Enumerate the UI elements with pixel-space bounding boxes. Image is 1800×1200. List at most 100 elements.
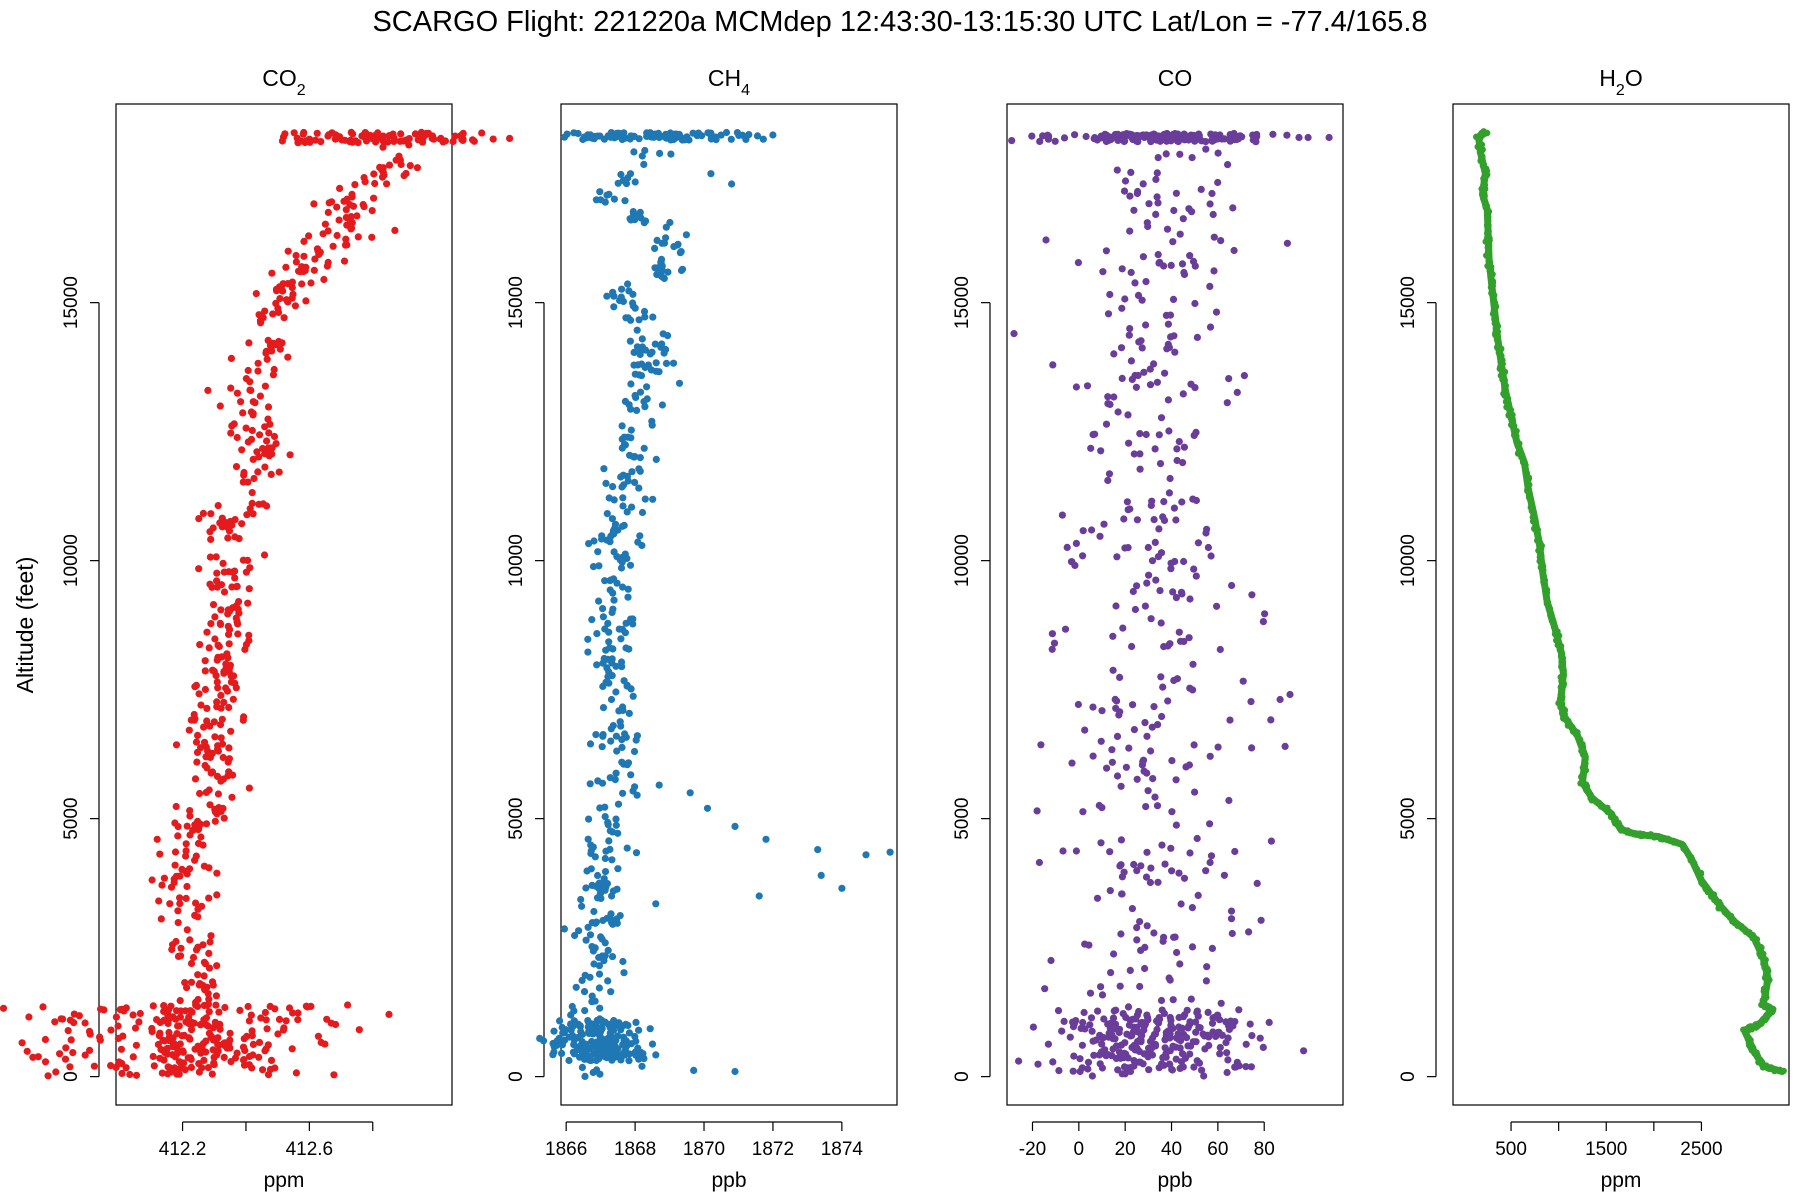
data-point	[243, 511, 251, 519]
data-point	[607, 133, 615, 141]
data-point	[604, 946, 612, 955]
data-point	[619, 789, 627, 797]
data-point	[230, 420, 238, 428]
data-point	[1214, 178, 1222, 187]
data-point	[753, 132, 762, 140]
data-point	[618, 663, 626, 671]
data-point	[1150, 929, 1158, 937]
data-point	[629, 302, 637, 310]
data-point	[596, 1034, 604, 1042]
data-point	[212, 992, 220, 1000]
y-tick-label: 10000	[61, 534, 82, 587]
data-point	[197, 1049, 205, 1057]
data-point	[1304, 133, 1312, 142]
data-point	[1121, 544, 1129, 552]
data-point	[254, 468, 262, 476]
data-point	[240, 713, 248, 721]
data-point	[153, 835, 161, 843]
x-tick-label: 2500	[1680, 1139, 1722, 1160]
data-point	[1189, 686, 1197, 694]
data-point	[1111, 1035, 1119, 1043]
data-point	[349, 130, 357, 138]
y-tick-label: 0	[61, 1071, 82, 1082]
data-point	[168, 945, 176, 954]
data-point	[1061, 625, 1070, 633]
data-point	[1223, 1049, 1231, 1057]
data-point	[213, 698, 221, 706]
data-point	[585, 540, 593, 548]
data-point	[624, 585, 632, 593]
data-point	[175, 1070, 183, 1078]
data-point	[1142, 803, 1150, 811]
data-points	[1008, 129, 1333, 1080]
data-point	[238, 446, 246, 454]
data-point	[0, 1004, 8, 1012]
data-point	[129, 1011, 137, 1019]
data-point	[1083, 382, 1092, 390]
data-point	[1117, 836, 1125, 844]
data-point	[1159, 683, 1167, 691]
data-point	[1113, 732, 1122, 741]
data-point	[610, 1044, 618, 1052]
data-point	[585, 1052, 593, 1060]
data-point	[171, 848, 180, 856]
data-point	[1267, 716, 1275, 724]
data-point	[1172, 821, 1180, 829]
data-point	[1178, 498, 1186, 506]
data-point	[646, 1025, 654, 1033]
data-point	[1147, 138, 1155, 146]
data-point	[1055, 1067, 1063, 1075]
data-point	[1172, 594, 1180, 602]
data-point	[1122, 1013, 1130, 1022]
data-point	[1186, 849, 1194, 857]
data-point	[233, 389, 241, 397]
data-point	[1089, 1037, 1097, 1045]
data-point	[1127, 133, 1135, 141]
data-point	[595, 879, 604, 887]
data-point	[629, 208, 637, 216]
data-point	[1191, 299, 1199, 308]
data-point	[256, 431, 264, 439]
data-point	[201, 986, 209, 994]
x-axis-title: ppb	[1157, 1169, 1192, 1192]
data-point	[413, 164, 421, 172]
data-point	[599, 731, 607, 739]
data-point	[1088, 1072, 1096, 1080]
data-point	[590, 960, 598, 968]
data-point	[218, 715, 226, 723]
data-point	[310, 200, 318, 208]
data-point	[1136, 430, 1144, 438]
data-point	[1253, 879, 1261, 888]
data-point	[632, 736, 640, 744]
data-point	[576, 1022, 584, 1030]
data-point	[632, 1018, 640, 1026]
data-point	[194, 971, 202, 979]
data-point	[259, 1066, 267, 1074]
data-point	[263, 355, 271, 363]
data-point	[608, 515, 617, 523]
data-point	[631, 391, 639, 400]
data-point	[354, 233, 362, 241]
data-point	[261, 382, 269, 390]
data-point	[1120, 868, 1128, 876]
data-point	[333, 231, 341, 240]
data-point	[506, 134, 514, 142]
data-point	[264, 415, 272, 423]
data-point	[1104, 400, 1112, 408]
data-point	[1102, 420, 1111, 428]
data-point	[1283, 131, 1291, 139]
data-point	[1142, 430, 1150, 439]
data-point	[1229, 204, 1237, 212]
data-point	[630, 747, 639, 756]
x-tick-label: 1866	[545, 1139, 587, 1160]
data-point	[245, 1017, 253, 1025]
data-point	[1168, 808, 1176, 816]
data-point	[237, 398, 245, 406]
data-point	[264, 336, 272, 344]
data-point	[1087, 444, 1095, 452]
data-point	[561, 1036, 569, 1044]
data-point	[587, 847, 595, 855]
data-point	[249, 510, 257, 518]
data-point	[383, 180, 391, 188]
data-point	[1325, 133, 1333, 142]
